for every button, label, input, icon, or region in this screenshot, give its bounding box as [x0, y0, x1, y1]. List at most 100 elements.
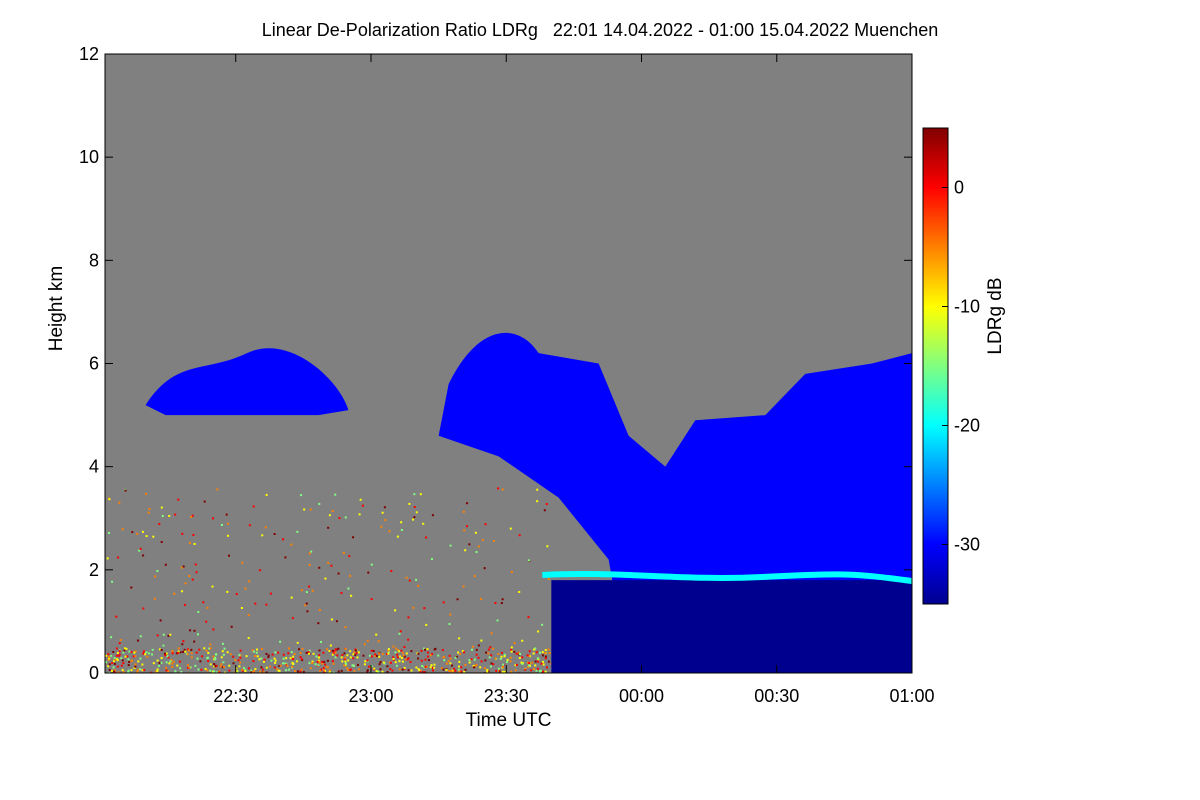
clutter-pixel — [536, 500, 539, 503]
clutter-pixel — [308, 652, 311, 655]
clutter-pixel — [134, 665, 137, 668]
clutter-pixel — [113, 660, 116, 663]
clutter-pixel — [400, 528, 403, 531]
clutter-pixel — [545, 503, 548, 506]
clutter-pixel — [341, 660, 344, 663]
clutter-pixel — [134, 650, 137, 653]
colorbar-axis: 0 -10 -20 -30 — [942, 178, 980, 555]
clutter-pixel — [270, 659, 273, 662]
clutter-pixel — [171, 652, 174, 655]
y-tick-label: 12 — [79, 44, 99, 64]
clutter-pixel — [424, 665, 427, 668]
clutter-pixel — [190, 515, 193, 518]
clutter-pixel — [327, 526, 330, 529]
clutter-pixel — [226, 590, 229, 593]
clutter-pixel — [188, 575, 191, 578]
clutter-pixel — [221, 650, 224, 653]
clutter-pixel — [308, 662, 311, 665]
colorbar-tick-label: 0 — [954, 178, 964, 198]
clutter-pixel — [148, 652, 151, 655]
clutter-pixel — [397, 649, 400, 652]
clutter-pixel — [395, 647, 398, 650]
clutter-pixel — [228, 669, 231, 672]
clutter-pixel — [461, 650, 464, 653]
clutter-pixel — [308, 563, 311, 566]
x-axis: 22:30 23:00 23:30 00:00 00:30 01:00 — [213, 54, 935, 706]
clutter-pixel — [515, 652, 518, 655]
clutter-pixel — [521, 662, 524, 665]
clutter-pixel — [540, 662, 543, 665]
clutter-pixel — [188, 666, 191, 669]
clutter-pixel — [197, 668, 200, 671]
clutter-pixel — [429, 666, 432, 669]
colorbar-tick-label: -20 — [954, 416, 980, 436]
clutter-pixel — [548, 652, 551, 655]
clutter-pixel — [258, 658, 261, 661]
clutter-pixel — [347, 587, 350, 590]
clutter-pixel — [458, 660, 461, 663]
clutter-pixel — [136, 669, 139, 672]
clutter-pixel — [450, 669, 453, 672]
clutter-pixel — [492, 647, 495, 650]
clutter-pixel — [350, 594, 353, 597]
clutter-pixel — [127, 669, 130, 672]
clutter-pixel — [477, 656, 480, 659]
clutter-pixel — [473, 575, 476, 578]
clutter-pixel — [457, 651, 460, 654]
clutter-pixel — [317, 659, 320, 662]
clutter-pixel — [181, 590, 184, 593]
clutter-pixel — [127, 658, 130, 661]
clutter-pixel — [427, 655, 430, 658]
clutter-pixel — [220, 656, 223, 659]
clutter-pixel — [137, 639, 140, 642]
x-tick-label: 00:30 — [754, 686, 799, 706]
clutter-pixel — [531, 661, 534, 664]
clutter-pixel — [227, 554, 230, 557]
y-axis: 0 2 4 6 8 10 12 — [79, 44, 912, 683]
clutter-pixel — [448, 623, 451, 626]
clutter-pixel — [490, 662, 493, 665]
clutter-pixel — [475, 664, 478, 667]
clutter-pixel — [245, 655, 248, 658]
clutter-pixel — [513, 650, 516, 653]
clutter-pixel — [160, 657, 163, 660]
clutter-pixel — [247, 614, 250, 617]
clutter-pixel — [289, 657, 292, 660]
clutter-pixel — [315, 655, 318, 658]
clutter-pixel — [107, 655, 110, 658]
clutter-pixel — [413, 493, 416, 496]
clutter-pixel — [332, 652, 335, 655]
clutter-pixel — [418, 669, 421, 672]
clutter-pixel — [543, 509, 546, 512]
clutter-pixel — [480, 660, 483, 663]
clutter-pixel — [301, 647, 304, 650]
clutter-pixel — [274, 661, 277, 664]
clutter-pixel — [544, 657, 547, 660]
clutter-pixel — [518, 657, 521, 660]
clutter-pixel — [412, 518, 415, 521]
clutter-pixel — [192, 533, 195, 536]
clutter-pixel — [160, 541, 163, 544]
clutter-pixel — [279, 664, 282, 667]
colorbar-tick-label: -10 — [954, 297, 980, 317]
clutter-pixel — [426, 648, 429, 651]
clutter-pixel — [449, 662, 452, 665]
clutter-pixel — [221, 666, 224, 669]
clutter-pixel — [162, 633, 165, 636]
clutter-pixel — [449, 657, 452, 660]
clutter-pixel — [214, 653, 217, 656]
clutter-pixel — [261, 534, 264, 537]
clutter-pixel — [252, 671, 255, 673]
clutter-pixel — [509, 527, 512, 530]
clutter-pixel — [108, 531, 111, 534]
clutter-pixel — [298, 648, 301, 651]
clutter-pixel — [449, 544, 452, 547]
clutter-pixel — [156, 569, 159, 572]
clutter-pixel — [370, 655, 373, 658]
clutter-pixel — [509, 660, 512, 663]
clutter-pixel — [377, 670, 380, 673]
clutter-pixel — [214, 665, 217, 668]
clutter-pixel — [177, 650, 180, 653]
clutter-pixel — [108, 657, 111, 660]
clutter-pixel — [133, 667, 136, 670]
